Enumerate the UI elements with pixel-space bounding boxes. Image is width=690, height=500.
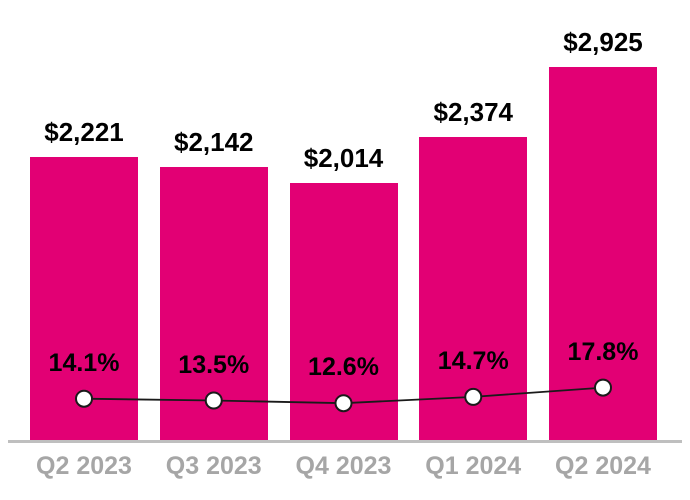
percent-label: 12.6% (308, 353, 379, 382)
bar-q2-2023 (30, 156, 138, 441)
percent-label: 14.7% (437, 346, 509, 375)
bar-value-label: $2,221 (44, 116, 124, 147)
percent-label: 17.8% (567, 337, 639, 366)
x-axis-label-q4-2023: Q4 2023 (295, 452, 392, 480)
x-axis-line (8, 440, 682, 443)
x-axis-label-q2-2024: Q2 2024 (555, 452, 651, 480)
bar-q3-2023 (159, 167, 268, 441)
bar-q2-2024 (549, 66, 657, 441)
bar-q4-2023 (289, 183, 398, 441)
x-axis-label-q1-2024: Q1 2024 (425, 452, 522, 480)
x-axis-label-q2-2023: Q2 2023 (36, 452, 132, 480)
bar-q1-2024 (419, 137, 528, 441)
bar-value-label: $2,374 (433, 97, 514, 128)
x-axis-label-q3-2023: Q3 2023 (165, 452, 262, 480)
bar-value-label: $2,925 (563, 26, 643, 57)
percent-label: 14.1% (48, 348, 120, 377)
bar-value-label: $2,014 (303, 143, 384, 174)
bar-value-label: $2,142 (173, 127, 254, 158)
percent-label: 13.5% (178, 350, 250, 379)
